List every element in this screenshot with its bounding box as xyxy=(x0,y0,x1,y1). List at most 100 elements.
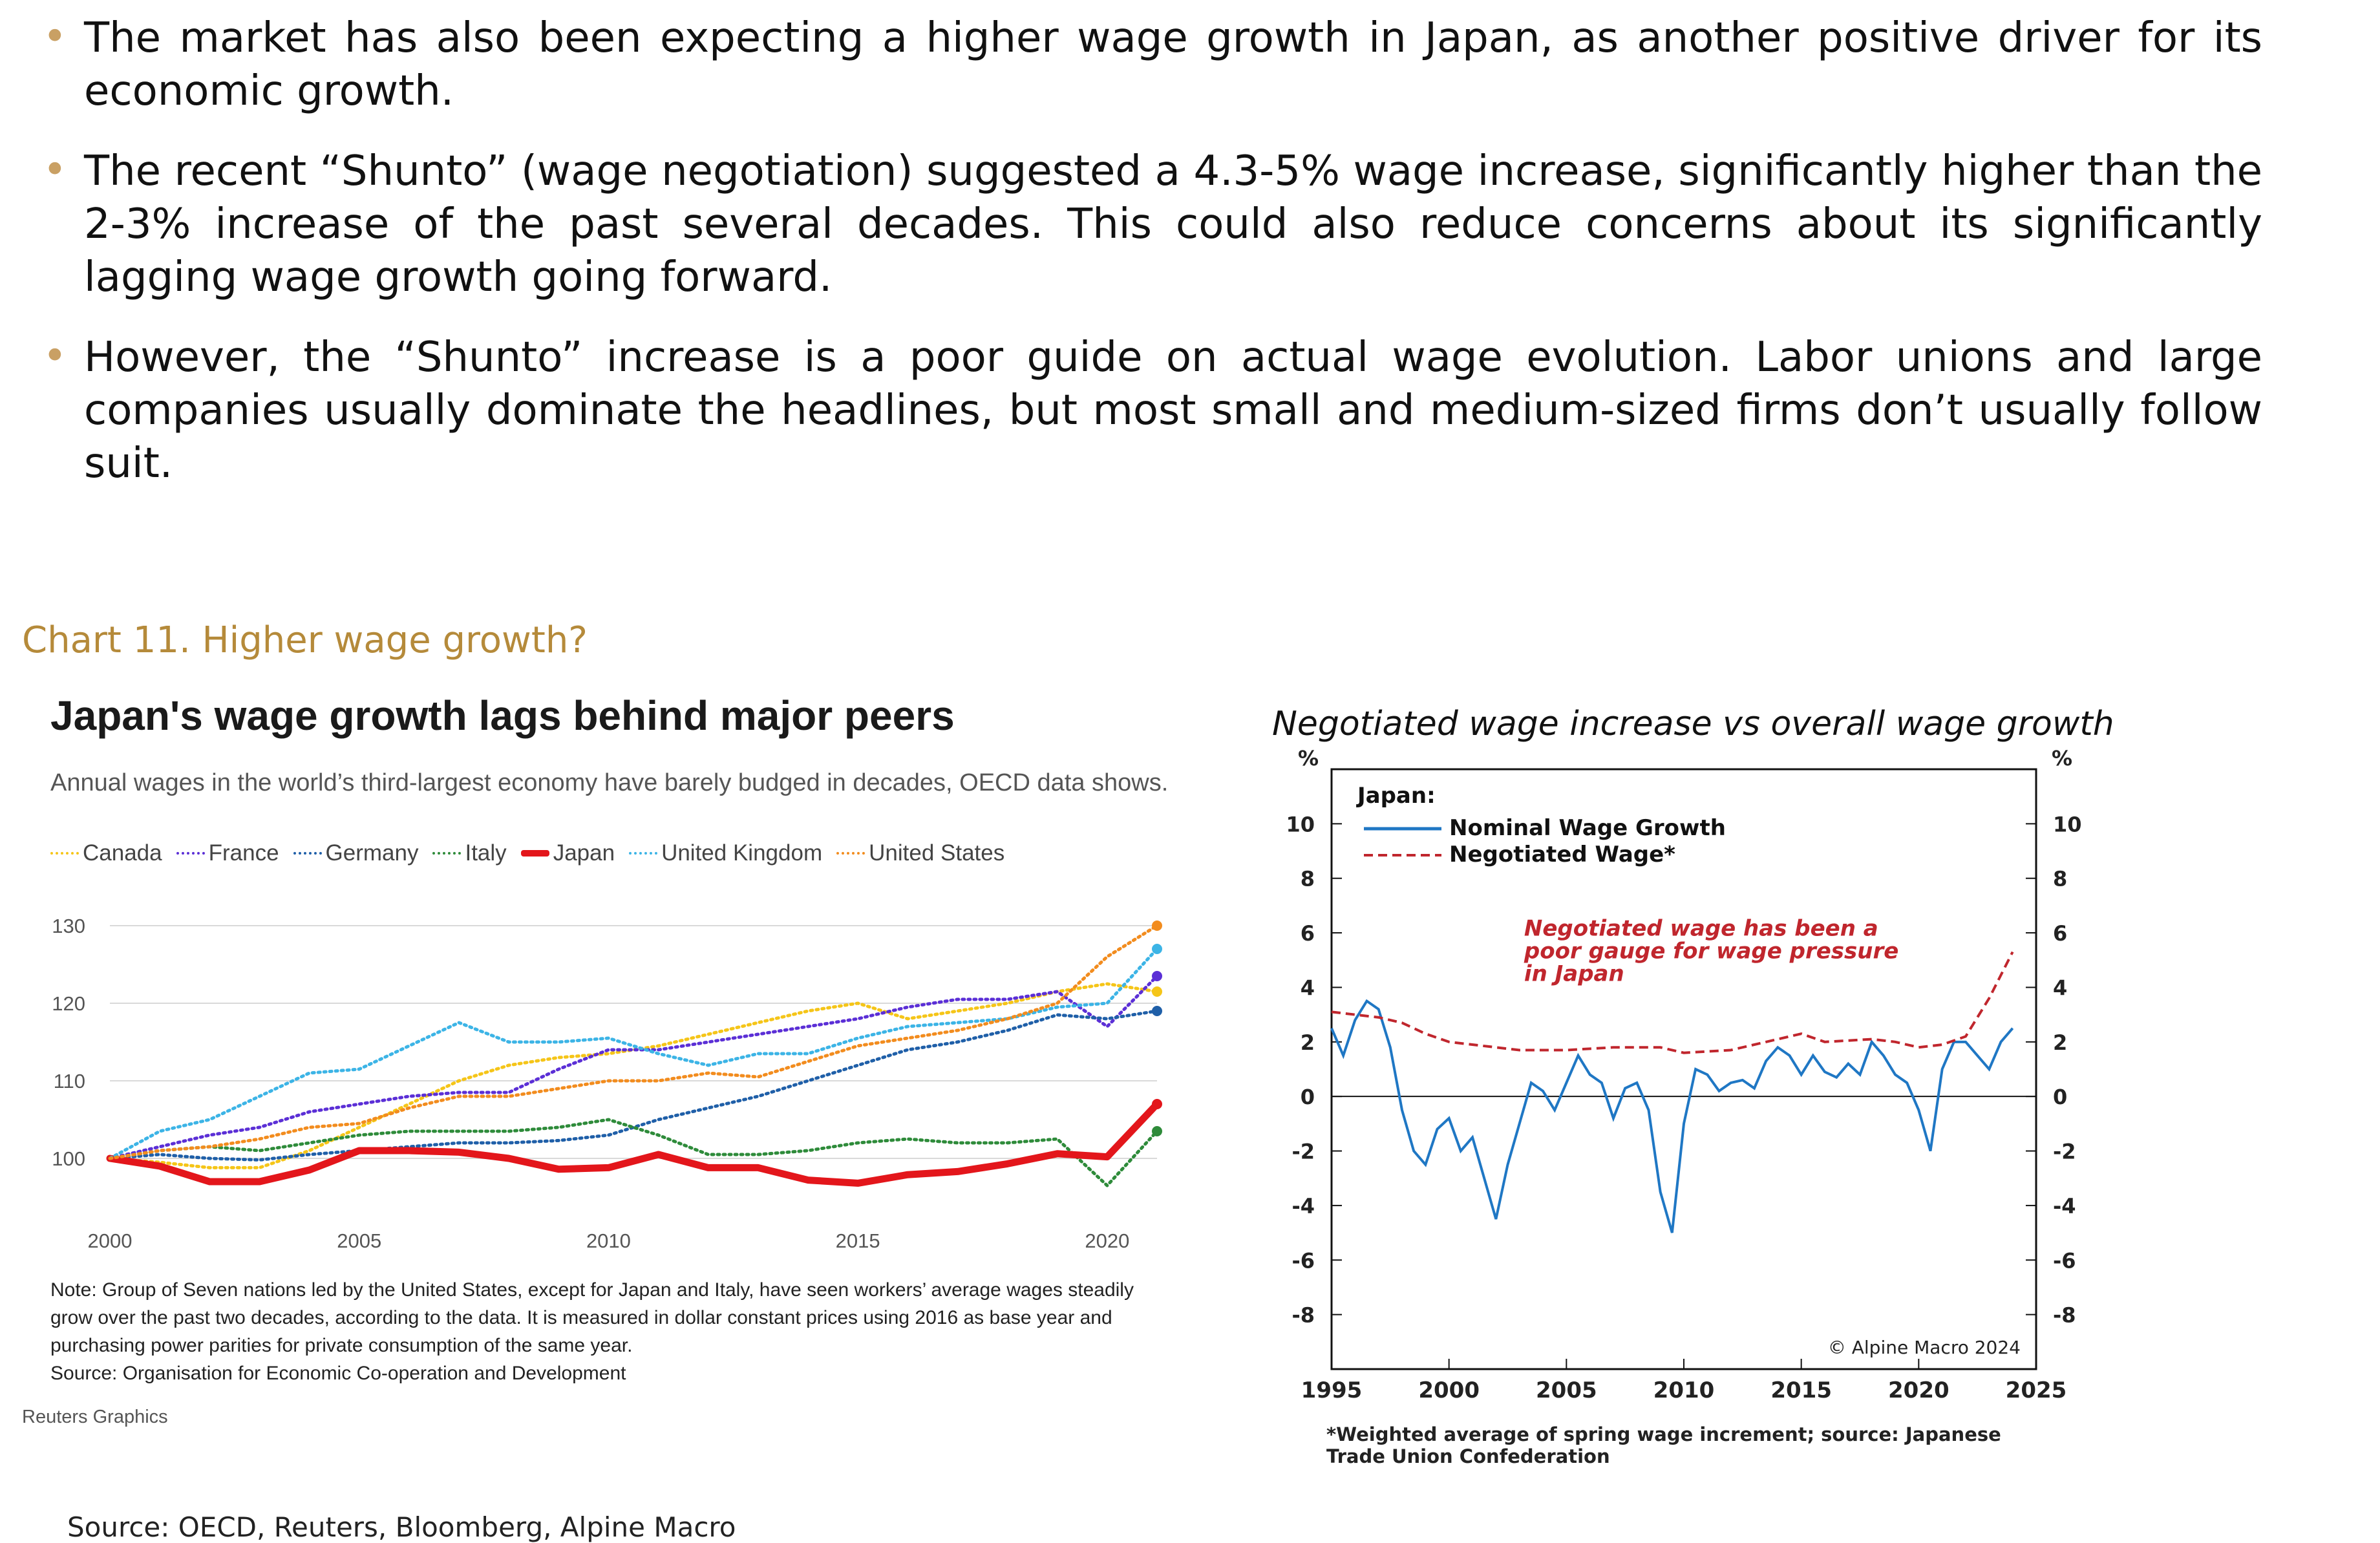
legend-swatch xyxy=(50,852,79,855)
x-tick-label: 2005 xyxy=(1536,1378,1597,1403)
chart-caption: Chart 11. Higher wage growth? xyxy=(22,619,588,661)
bullet-item: • However, the “Shunto” increase is a poo… xyxy=(39,331,2262,490)
right-chart-title: Negotiated wage increase vs overall wage… xyxy=(1272,705,2114,743)
annotation-line: in Japan xyxy=(1524,961,1624,986)
y-tick-label-left: -4 xyxy=(1291,1194,1315,1218)
x-tick-label: 2020 xyxy=(1085,1229,1129,1252)
series-line-japan xyxy=(106,1100,1161,1187)
left-chart-source: Source: Organisation for Economic Co-ope… xyxy=(50,1363,626,1384)
footnote-line: *Weighted average of spring wage increme… xyxy=(1326,1423,2001,1445)
annotation-line: poor gauge for wage pressure xyxy=(1524,938,1898,964)
y-tick-label: 100 xyxy=(52,1147,85,1170)
series-end-marker xyxy=(1152,1126,1162,1136)
series-line-negotiated-wage xyxy=(1331,951,2014,1054)
series-end-marker xyxy=(1152,1006,1162,1016)
bullet-item: • The market has also been expecting a hi… xyxy=(39,12,2262,118)
y-tick-label: 120 xyxy=(52,992,85,1015)
legend-item: United States xyxy=(836,840,1004,866)
plot-frame xyxy=(1330,768,2037,1370)
y-tick-label-right: -2 xyxy=(2053,1140,2076,1164)
annotation-line: Negotiated wage has been a xyxy=(1524,915,1878,941)
series-end-marker xyxy=(1152,944,1162,954)
series-line-canada xyxy=(108,982,1159,1169)
right-chart-plot: -8 -8 -6 -6 -4 -4 -2 -2 0 0 2 2 4 4 6 6 8 8 10 10% % 1995 2000… xyxy=(1286,750,2082,1403)
legend-swatch xyxy=(836,852,866,855)
y-tick-label-right: -8 xyxy=(2053,1303,2076,1328)
bullet-list: • The market has also been expecting a hi… xyxy=(39,12,2262,517)
x-tick-label: 2025 xyxy=(2006,1378,2067,1403)
y-tick-label-left: 0 xyxy=(1301,1085,1315,1109)
y-tick-label-left: 2 xyxy=(1301,1030,1315,1055)
legend-item: Germany xyxy=(293,840,419,866)
legend-label: Italy xyxy=(465,840,507,866)
left-chart-legend: Canada France Germany Italy Japan United King… xyxy=(50,840,1004,866)
y-tick-label-right: 4 xyxy=(2053,975,2067,1000)
series-end-marker xyxy=(1152,986,1162,997)
series-end-marker xyxy=(1152,1099,1162,1109)
legend-label: United Kingdom xyxy=(661,840,823,866)
right-chart-footnote: *Weighted average of spring wage increme… xyxy=(1326,1423,2076,1467)
y-tick-label-left: -8 xyxy=(1291,1303,1315,1328)
legend-item: Canada xyxy=(50,840,162,866)
bullet-item: • The recent “Shunto” (wage negotiation) … xyxy=(39,145,2262,304)
bullet-dot-icon: • xyxy=(43,146,67,194)
bullet-dot-icon: • xyxy=(43,332,67,380)
series-line-united-kingdom xyxy=(108,947,1159,1160)
watermark: © Alpine Macro 2024 xyxy=(1828,1337,2021,1358)
x-tick-label: 2015 xyxy=(1770,1378,1832,1403)
y-tick-label: 110 xyxy=(54,1070,85,1092)
y-tick-label-left: 6 xyxy=(1301,921,1315,946)
legend-label: Negotiated Wage* xyxy=(1449,842,1675,867)
legend-label: Canada xyxy=(83,840,162,866)
y-tick-label-right: 0 xyxy=(2053,1085,2067,1109)
legend-swatch xyxy=(293,852,322,855)
legend-swatch xyxy=(629,852,658,855)
x-tick-label: 2015 xyxy=(836,1229,880,1252)
x-tick-label: 2000 xyxy=(88,1229,133,1252)
y-unit-right: % xyxy=(2052,750,2072,771)
y-tick-label-right: 2 xyxy=(2053,1030,2067,1055)
x-tick-label: 2010 xyxy=(1653,1378,1715,1403)
legend-label: United States xyxy=(869,840,1005,866)
legend-item: Japan xyxy=(520,840,615,866)
series-end-marker xyxy=(1152,920,1162,931)
footnote-line: Trade Union Confederation xyxy=(1326,1445,1610,1467)
y-tick-label-left: -6 xyxy=(1291,1248,1315,1273)
series-line-germany xyxy=(108,1009,1159,1162)
y-tick-label-right: -6 xyxy=(2053,1248,2076,1273)
bullet-text: The market has also been expecting a hig… xyxy=(84,14,2262,115)
legend-label: Germany xyxy=(325,840,419,866)
x-tick-label: 2020 xyxy=(1888,1378,1950,1403)
legend-label: Japan xyxy=(553,840,615,866)
y-tick-label: 130 xyxy=(52,915,85,937)
bullet-dot-icon: • xyxy=(43,13,67,61)
bullet-text: The recent “Shunto” (wage negotiation) s… xyxy=(84,147,2262,301)
legend-swatch xyxy=(176,852,205,855)
x-tick-label: 2005 xyxy=(337,1229,381,1252)
bottom-source: Source: OECD, Reuters, Bloomberg, Alpine… xyxy=(67,1511,736,1543)
left-chart-credit: Reuters Graphics xyxy=(22,1407,168,1427)
y-tick-label-left: 10 xyxy=(1286,812,1315,836)
y-unit-left: % xyxy=(1298,750,1319,771)
y-tick-label-left: -2 xyxy=(1291,1140,1315,1164)
y-tick-label-right: 10 xyxy=(2053,812,2082,836)
legend-label: Nominal Wage Growth xyxy=(1449,815,1726,841)
x-tick-label: 2000 xyxy=(1418,1378,1480,1403)
legend-swatch xyxy=(520,850,549,857)
bullet-text: However, the “Shunto” increase is a poor… xyxy=(84,334,2262,487)
series-line-italy xyxy=(108,1118,1159,1188)
series-end-marker xyxy=(1152,971,1162,981)
legend-item: Italy xyxy=(432,840,507,866)
y-tick-label-right: -4 xyxy=(2053,1194,2076,1218)
legend-label: France xyxy=(208,840,279,866)
legend-header: Japan: xyxy=(1356,783,1436,809)
legend-item: France xyxy=(176,840,279,866)
left-chart-title: Japan's wage growth lags behind major pe… xyxy=(50,692,955,739)
x-tick-label: 2010 xyxy=(586,1229,631,1252)
legend-item: United Kingdom xyxy=(629,840,822,866)
y-tick-label-right: 6 xyxy=(2053,921,2067,946)
left-chart-plot: 100 110 120 130 2000 2005 2010 2015 2020 xyxy=(52,915,1162,1252)
x-tick-label: 1995 xyxy=(1301,1378,1363,1403)
y-tick-label-left: 8 xyxy=(1301,867,1315,891)
